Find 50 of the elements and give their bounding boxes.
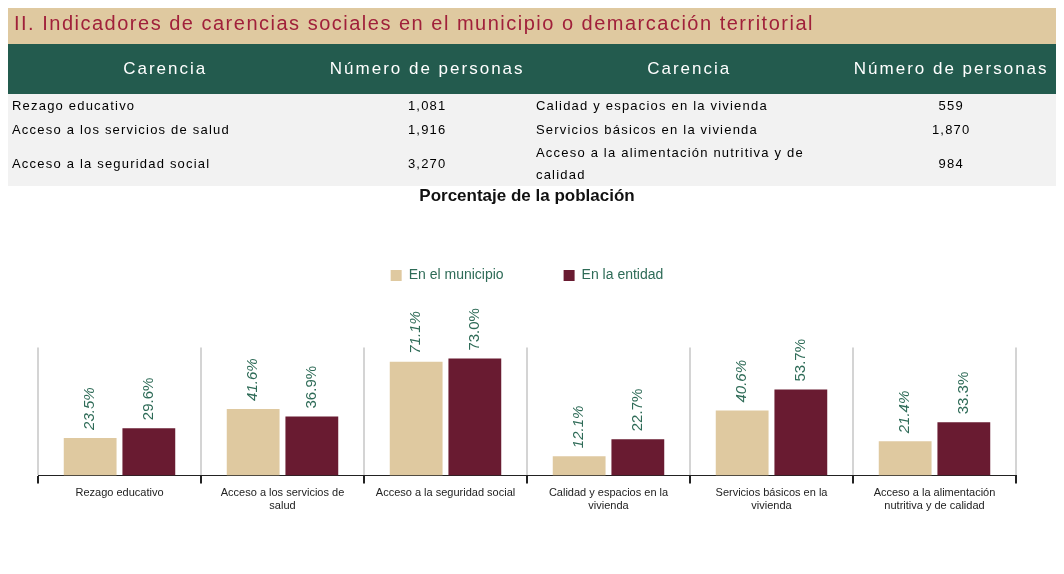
bar — [448, 358, 502, 476]
text: Acceso a la seguridad social — [11, 155, 212, 173]
data-label: 23.5% — [80, 387, 98, 431]
text: 3,270 — [406, 155, 448, 173]
text: 984 — [937, 155, 965, 173]
bar — [611, 439, 665, 476]
text: 1,916 — [406, 121, 448, 139]
chart-title: Porcentaje de la población — [419, 185, 635, 205]
bar — [122, 428, 176, 476]
text: Servicios básicos en la vivienda — [535, 121, 759, 139]
data-label: 29.6% — [138, 377, 156, 421]
data-label: 33.3% — [953, 371, 971, 415]
text: Acceso a la alimentación nutritiva y de calidad — [535, 144, 805, 184]
data-label: 22.7% — [627, 388, 645, 432]
bar — [226, 408, 280, 476]
text: Carencia — [122, 58, 209, 80]
x-tick-label: Acceso a la alimentación nutritiva y de calidad — [873, 486, 996, 512]
bar — [552, 456, 606, 476]
bar — [389, 361, 443, 476]
x-tick-label: Servicios básicos en la vivienda — [715, 486, 829, 512]
x-tick-label: Acceso a los servicios de salud — [220, 486, 345, 512]
data-label: 53.7% — [790, 339, 808, 382]
data-label: 41.6% — [243, 358, 261, 401]
text: II. Indicadores de carencias sociales en el municipio o demarcación territorial — [8, 8, 1056, 44]
text: Calidad y espacios en la vivienda — [535, 97, 769, 115]
bar — [63, 437, 117, 476]
legend-label: En el municipio — [408, 266, 504, 283]
data-label: 73.0% — [464, 308, 482, 351]
x-tick-label: Calidad y espacios en la vivienda — [548, 486, 669, 512]
text: Rezago educativo — [11, 97, 137, 115]
data-label: 36.9% — [301, 365, 319, 409]
text: 1,870 — [930, 121, 972, 139]
bar — [285, 416, 339, 476]
data-label: 21.4% — [895, 390, 913, 435]
x-tick-label: Acceso a la seguridad social — [375, 486, 516, 499]
x-tick-label: Rezago educativo — [75, 486, 164, 499]
text: Acceso a los servicios de salud — [11, 121, 231, 139]
bar — [937, 422, 991, 476]
data-label: 71.1% — [406, 311, 424, 354]
legend-label: En la entidad — [581, 266, 664, 283]
bar — [878, 441, 932, 476]
data-label: 40.6% — [732, 359, 750, 403]
bar — [715, 410, 769, 476]
text: Número de personas — [328, 58, 526, 80]
bar — [774, 389, 828, 476]
text: 559 — [937, 97, 965, 115]
data-label: 12.1% — [569, 405, 587, 449]
text: Carencia — [646, 58, 733, 80]
text: 1,081 — [406, 97, 448, 115]
text: Número de personas — [852, 58, 1050, 80]
